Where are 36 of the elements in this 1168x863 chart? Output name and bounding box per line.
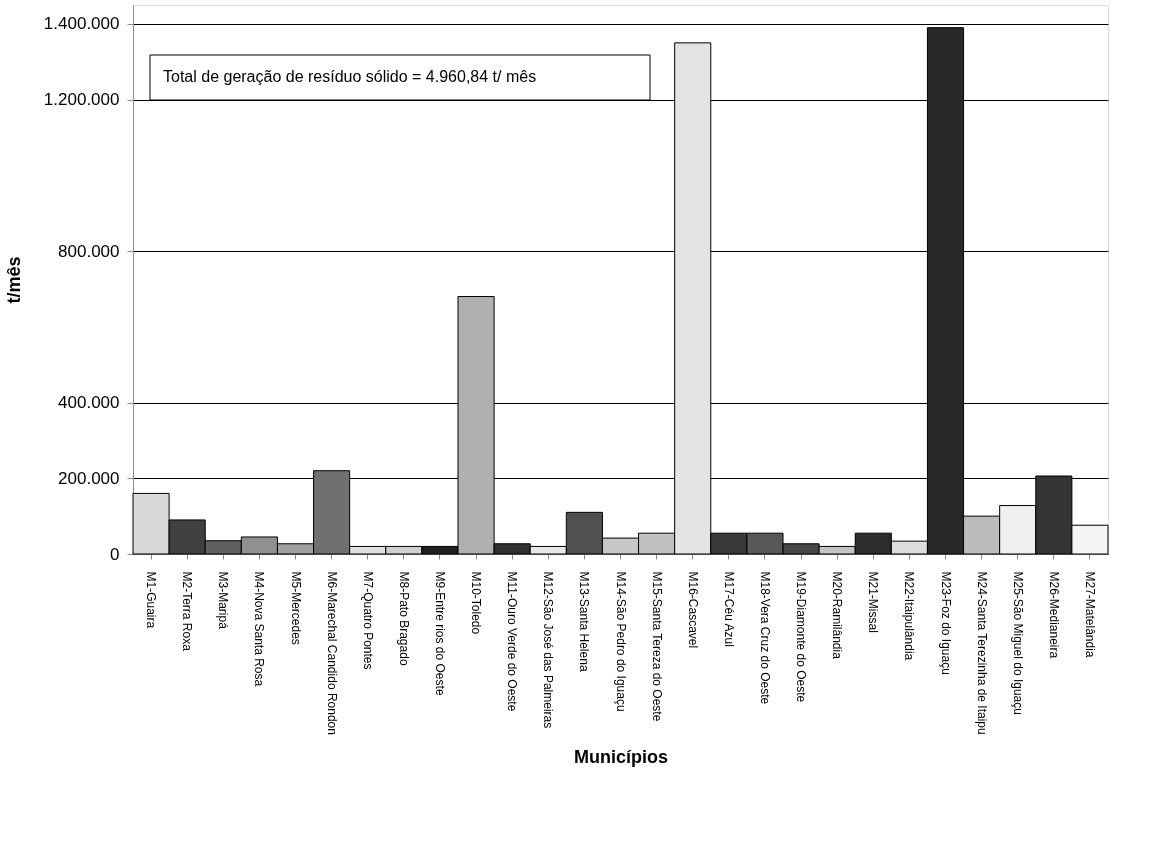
x-tick-label: M21-Missal — [866, 571, 881, 633]
x-tick-label: M7-Quatro Pontes — [360, 571, 375, 670]
y-tick-label: 400.000 — [58, 393, 120, 413]
x-tick-label: M19-Diamonte do Oeste — [794, 571, 809, 703]
x-tick-label: M17-Céu Azul — [721, 571, 736, 647]
x-axis-title: Municípios — [574, 746, 668, 767]
x-tick-label: M13-Santa Helena — [577, 571, 592, 672]
x-tick-label: M9-Entre rios do Oeste — [432, 571, 447, 696]
y-tick-label: 200.000 — [58, 468, 120, 488]
x-tick-label: M2-Terra Roxa — [180, 571, 195, 652]
x-tick-label: M10-Toledo — [469, 571, 484, 635]
y-tick-label: 0 — [110, 544, 120, 564]
x-tick-label: M18-Vera Cruz do Oeste — [757, 571, 772, 705]
x-tick-label: M1-Guaira — [144, 571, 159, 629]
y-tick-label: 1.200.000 — [43, 90, 120, 110]
y-axis-title: t/mês — [3, 256, 24, 304]
x-tick-label: M8-Pato Bragado — [396, 571, 411, 666]
x-tick-label: M23-Foz do Iguaçu — [938, 571, 953, 675]
x-tick-label: M12-São José das Palmeiras — [541, 571, 556, 729]
x-tick-label: M25-São Miguel do Iguaçu — [1010, 571, 1025, 715]
y-tick-label: 1.400.000 — [43, 14, 120, 34]
x-tick-label: M16-Cascavel — [685, 571, 700, 649]
x-tick-label: M6-Marechal Candido Rondon — [324, 571, 339, 735]
x-tick-label: M15-Santa Tereza do Oeste — [649, 571, 664, 722]
x-tick-label: M3-Maripá — [216, 571, 231, 630]
x-tick-label: M4-Nova Santa Rosa — [252, 571, 267, 687]
x-tick-label: M14-São Pedro do Iguaçu — [613, 571, 628, 712]
x-tick-label: M22-Itaipulândia — [902, 571, 917, 661]
x-tick-label: M26-Medianeira — [1046, 571, 1061, 659]
x-tick-label: M24-Santa Terezinha de Itaipu — [974, 571, 989, 735]
x-tick-label: M20-Ramilândia — [830, 571, 845, 660]
y-tick-label: 800.000 — [58, 241, 120, 261]
annotation: Total de geração de resíduo sólido = 4.960,84 t/ mês — [163, 68, 537, 85]
x-tick-label: M27-Matelândia — [1082, 571, 1097, 658]
x-tick-label: M11-Ouro Verde do Oeste — [505, 571, 520, 712]
x-tick-label: M5-Mercedes — [288, 571, 303, 645]
